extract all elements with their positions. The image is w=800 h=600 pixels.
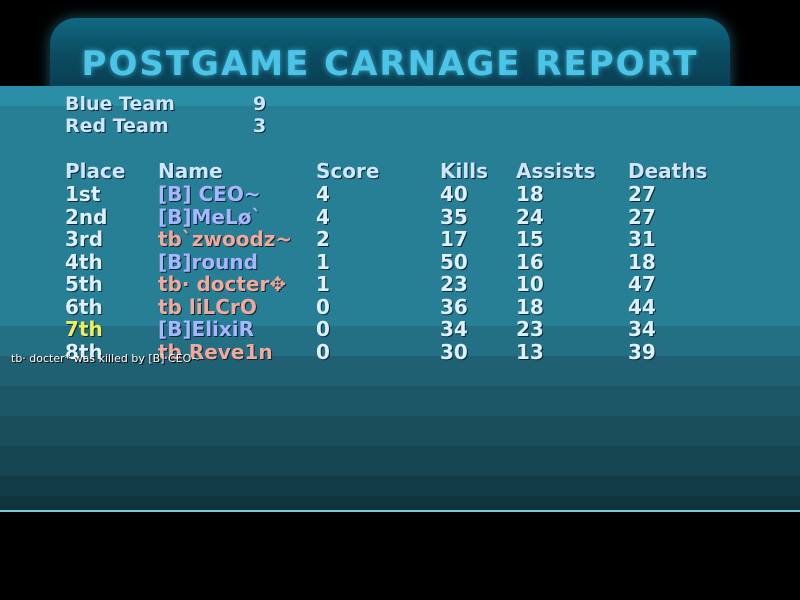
player-row: 1st [B] CEO~ 4 40 18 27 bbox=[0, 182, 800, 206]
col-header-deaths: Deaths bbox=[628, 159, 708, 183]
player-deaths: 27 bbox=[628, 204, 656, 229]
player-assists: 10 bbox=[516, 272, 544, 296]
player-assists: 23 bbox=[516, 317, 544, 341]
player-deaths: 18 bbox=[628, 249, 656, 274]
player-place: 8th bbox=[65, 339, 103, 364]
blue-team-label: Blue Team bbox=[65, 93, 175, 115]
player-assists: 24 bbox=[516, 204, 544, 229]
player-score: 4 bbox=[316, 182, 330, 206]
player-kills: 35 bbox=[440, 204, 468, 229]
player-kills: 23 bbox=[440, 272, 468, 296]
player-deaths: 47 bbox=[628, 272, 656, 296]
player-row: 6th tb liLCrO 0 36 18 44 bbox=[0, 294, 800, 319]
player-row: 5th tb· docter✥ 1 23 10 47 bbox=[0, 272, 800, 296]
player-deaths: 34 bbox=[628, 317, 656, 341]
col-header-name: Name bbox=[158, 159, 223, 183]
player-place: 5th bbox=[65, 272, 103, 296]
player-kills: 17 bbox=[440, 227, 468, 251]
player-kills: 30 bbox=[440, 339, 468, 364]
player-deaths: 44 bbox=[628, 294, 656, 319]
player-place: 1st bbox=[65, 182, 101, 206]
player-score: 1 bbox=[316, 272, 330, 296]
player-deaths: 27 bbox=[628, 182, 656, 206]
player-kills: 50 bbox=[440, 249, 468, 274]
col-header-place: Place bbox=[65, 159, 126, 183]
player-assists: 18 bbox=[516, 182, 544, 206]
scoreboard-panel bbox=[0, 86, 800, 512]
player-deaths: 39 bbox=[628, 339, 656, 364]
player-deaths: 31 bbox=[628, 227, 656, 251]
red-team-label: Red Team bbox=[65, 115, 169, 137]
player-row: 2nd [B]MeLø` 4 35 24 27 bbox=[0, 204, 800, 229]
player-name: [B] CEO~ bbox=[158, 182, 261, 206]
player-row: 8th tb Reve1n 0 30 13 39 bbox=[0, 339, 800, 364]
player-assists: 13 bbox=[516, 339, 544, 364]
player-row: 7th [B]ElixiR 0 34 23 34 bbox=[0, 317, 800, 341]
player-assists: 15 bbox=[516, 227, 544, 251]
report-title: POSTGAME CARNAGE REPORT bbox=[81, 44, 699, 84]
player-score: 0 bbox=[316, 339, 330, 364]
col-header-assists: Assists bbox=[516, 159, 596, 183]
player-kills: 34 bbox=[440, 317, 468, 341]
report-header: POSTGAME CARNAGE REPORT bbox=[50, 18, 730, 98]
red-team-score: 3 bbox=[253, 115, 267, 137]
player-assists: 16 bbox=[516, 249, 544, 274]
player-place: 4th bbox=[65, 249, 103, 274]
player-place: 7th bbox=[65, 317, 103, 341]
player-name: tb liLCrO bbox=[158, 294, 257, 319]
player-score: 1 bbox=[316, 249, 330, 274]
player-kills: 40 bbox=[440, 182, 468, 206]
col-header-score: Score bbox=[316, 159, 380, 183]
player-score: 4 bbox=[316, 204, 330, 229]
player-name: tb Reve1n bbox=[158, 339, 273, 364]
blue-team-score: 9 bbox=[253, 93, 267, 115]
player-row: 3rd tb`zwoodz~ 2 17 15 31 bbox=[0, 227, 800, 251]
player-name: [B]ElixiR bbox=[158, 317, 255, 341]
player-place: 6th bbox=[65, 294, 103, 319]
player-place: 2nd bbox=[65, 204, 108, 229]
player-name: tb`zwoodz~ bbox=[158, 227, 293, 251]
player-assists: 18 bbox=[516, 294, 544, 319]
killfeed-message: tb· docter* was killed by [B] CEO~ bbox=[11, 352, 201, 365]
player-score: 0 bbox=[316, 294, 330, 319]
player-name: [B]MeLø` bbox=[158, 204, 262, 229]
player-place: 3rd bbox=[65, 227, 104, 251]
player-kills: 36 bbox=[440, 294, 468, 319]
player-score: 0 bbox=[316, 317, 330, 341]
player-name: tb· docter✥ bbox=[158, 272, 287, 296]
player-row: 4th [B]round 1 50 16 18 bbox=[0, 249, 800, 274]
player-name: [B]round bbox=[158, 249, 258, 274]
col-header-kills: Kills bbox=[440, 159, 488, 183]
player-score: 2 bbox=[316, 227, 330, 251]
